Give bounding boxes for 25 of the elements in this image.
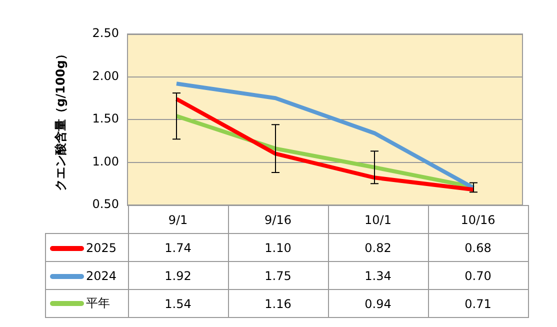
legend-label: 2025 xyxy=(46,234,128,262)
data-label: 1.34 xyxy=(328,262,428,290)
data-label: 0.94 xyxy=(328,290,428,318)
legend-label: 平年 xyxy=(46,290,128,318)
x-tick-label: 9/16 xyxy=(228,206,328,234)
y-tick-label: 2.50 xyxy=(92,26,119,40)
x-tick-label: 10/1 xyxy=(328,206,428,234)
y-tick-label: 0.50 xyxy=(92,197,119,212)
data-label: 0.68 xyxy=(428,234,528,262)
data-label: 1.92 xyxy=(128,262,228,290)
data-label: 1.10 xyxy=(228,234,328,262)
data-label: 1.16 xyxy=(228,290,328,318)
data-label: 1.54 xyxy=(128,290,228,318)
y-tick-label: 1.50 xyxy=(92,112,119,126)
data-label: 1.74 xyxy=(128,234,228,262)
data-label: 1.75 xyxy=(228,262,328,290)
y-tick-label: 2.00 xyxy=(92,68,119,83)
x-tick-label: 10/16 xyxy=(428,206,528,234)
legend-label: 2024 xyxy=(46,262,128,290)
data-label: 0.71 xyxy=(428,290,528,318)
data-label: 0.82 xyxy=(328,234,428,262)
y-axis-title: クエン酸含量（g/100g） xyxy=(53,48,68,191)
x-tick-label: 9/1 xyxy=(128,206,228,234)
y-tick-label: 1.00 xyxy=(92,154,119,168)
data-label: 0.70 xyxy=(428,262,528,290)
